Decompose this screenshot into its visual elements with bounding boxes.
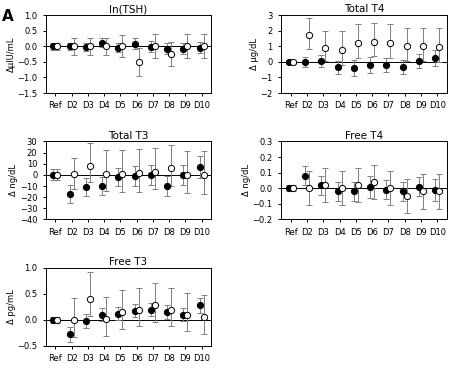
Text: A: A: [2, 9, 14, 24]
Y-axis label: Δ μg/dL: Δ μg/dL: [249, 38, 258, 70]
Title: Total T3: Total T3: [108, 131, 148, 141]
Y-axis label: Δ pg/mL: Δ pg/mL: [7, 290, 16, 324]
Y-axis label: Δ ng/dL: Δ ng/dL: [9, 164, 18, 197]
Title: Free T3: Free T3: [109, 257, 147, 267]
Title: ln(TSH): ln(TSH): [109, 4, 147, 14]
Y-axis label: Δ ng/dL: Δ ng/dL: [242, 164, 251, 197]
Y-axis label: ΔμIU/mL: ΔμIU/mL: [7, 36, 16, 72]
Title: Total T4: Total T4: [343, 4, 384, 14]
Title: Free T4: Free T4: [344, 131, 382, 141]
